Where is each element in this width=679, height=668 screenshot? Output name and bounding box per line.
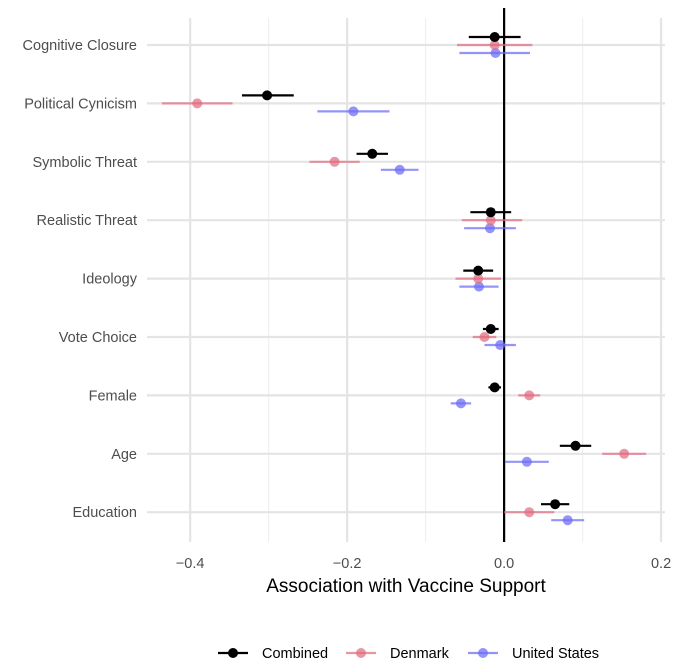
legend-item-combined: Combined [218,646,328,662]
x-tick-label: 0.0 [494,556,514,572]
legend-key-point [356,648,366,658]
x-tick-label: 0.2 [651,556,671,572]
point-estimate [570,440,581,451]
point-estimate [348,106,359,117]
x-axis-tick-labels: −0.4 −0.2 0.0 0.2 [176,556,671,572]
legend: Combined Denmark United States [218,646,599,662]
legend-label: Denmark [390,646,450,662]
point-estimate [489,32,500,42]
point-estimate [485,207,496,218]
x-tick-label: −0.4 [176,556,205,572]
legend-label: Combined [262,646,328,662]
legend-item-united-states: United States [468,646,599,662]
point-estimate [524,507,535,518]
legend-key-point [228,648,238,658]
legend-item-denmark: Denmark [346,646,450,662]
grid-lines [147,18,665,542]
y-tick-label: Political Cynicism [24,96,137,112]
point-estimate [455,398,466,409]
y-tick-label: Symbolic Threat [33,155,138,171]
y-tick-label: Education [73,505,138,521]
y-tick-label: Vote Choice [59,330,137,346]
point-estimate [521,456,532,467]
y-axis-labels: Cognitive Closure Political Cynicism Symbo… [23,38,138,521]
point-estimate [619,448,630,459]
point-estimate [524,390,535,401]
series-denmark [161,40,647,518]
point-estimate [329,156,340,167]
point-estimate [490,48,501,58]
legend-key-point [478,648,488,658]
point-estimate [489,382,500,393]
point-estimate [485,324,496,334]
point-estimate [367,148,378,159]
series-combined [241,32,592,510]
x-tick-label: −0.2 [333,556,362,572]
legend-label: United States [512,646,599,662]
point-estimate [550,499,561,510]
series-united-states [317,48,585,526]
y-tick-label: Female [89,388,137,404]
y-tick-label: Realistic Threat [37,213,137,229]
x-axis-title: Association with Vaccine Support [266,576,546,597]
point-estimate [192,98,203,109]
y-tick-label: Cognitive Closure [23,38,137,54]
point-estimate [473,281,484,292]
y-tick-label: Ideology [82,272,138,288]
point-estimate [479,332,490,342]
point-estimate [489,40,500,50]
point-estimate [473,265,484,276]
point-estimate [484,223,495,234]
point-estimate [485,215,496,226]
point-estimate [562,515,573,526]
point-estimate [495,340,506,350]
point-estimate [473,273,484,284]
point-estimate [262,90,273,101]
y-tick-label: Age [111,447,137,463]
data-marks [161,32,647,526]
point-estimate [394,164,405,175]
